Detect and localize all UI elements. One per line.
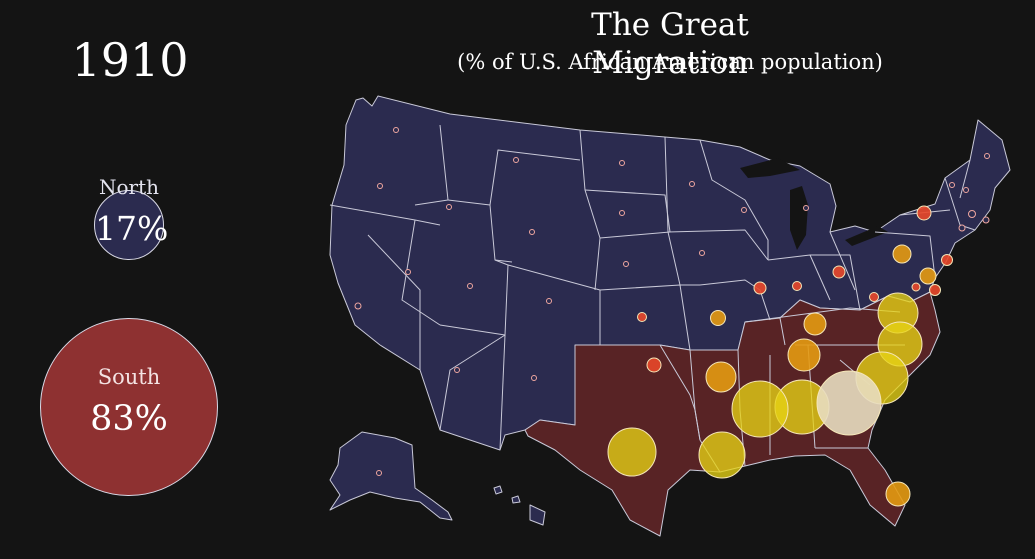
state-bubbles [354, 127, 990, 507]
state-bubble [929, 284, 941, 296]
map-subtitle: (% of U.S. African American population) [457, 50, 883, 74]
state-bubble [531, 375, 537, 381]
state-bubble [731, 380, 789, 438]
alaska [329, 431, 453, 521]
state-bubble [619, 210, 625, 216]
state-bubble [949, 182, 955, 188]
state-bubble [454, 367, 460, 373]
state-bubble [982, 216, 990, 224]
hawaii [493, 485, 546, 526]
state-bubble [467, 283, 473, 289]
state-bubble [393, 127, 399, 133]
state-bubble [529, 229, 535, 235]
lake-erie [845, 226, 888, 246]
state-bubble [963, 187, 969, 193]
state-bubble [869, 292, 879, 302]
state-bubble [646, 357, 662, 373]
lake-michigan [790, 186, 808, 250]
state-bubble [753, 281, 767, 295]
state-bubble [699, 250, 705, 256]
state-bubble [984, 153, 990, 159]
state-bubble [619, 160, 625, 166]
state-bubble [637, 312, 647, 322]
state-bubble [787, 338, 821, 372]
state-bubble [513, 157, 519, 163]
state-bubble [892, 244, 912, 264]
state-bubble [689, 181, 695, 187]
south-percent: 83% [90, 399, 168, 439]
state-borders [329, 124, 976, 451]
south-label: South [97, 365, 161, 389]
state-bubble [710, 310, 726, 326]
state-bubble [377, 183, 383, 189]
state-bubble [919, 267, 937, 285]
lake-superior [740, 158, 800, 178]
state-bubble [741, 207, 747, 213]
state-bubble [941, 254, 953, 266]
state-bubble [803, 205, 809, 211]
state-bubble [958, 224, 966, 232]
state-bubble [698, 431, 746, 479]
north-region-circle: North 17% [94, 175, 169, 260]
state-bubble [916, 205, 932, 221]
state-bubble [832, 265, 846, 279]
state-bubble [623, 261, 629, 267]
state-bubble [607, 427, 657, 477]
state-bubble [968, 210, 976, 218]
state-bubble [446, 204, 452, 210]
state-bubble [803, 312, 827, 336]
state-bubble [546, 298, 552, 304]
state-bubble [792, 281, 802, 291]
state-bubble [705, 361, 737, 393]
state-bubble [405, 269, 411, 275]
north-percent: 17% [95, 209, 169, 248]
state-bubble [354, 302, 362, 310]
state-bubble [911, 282, 921, 292]
state-bubble [816, 370, 882, 436]
state-bubble [376, 470, 382, 476]
map-title: The Great Migration [591, 7, 749, 81]
north-label: North [98, 175, 160, 199]
state-bubble [885, 481, 911, 507]
year-label: 1910 [71, 33, 189, 87]
south-region-circle: South 83% [40, 318, 218, 496]
